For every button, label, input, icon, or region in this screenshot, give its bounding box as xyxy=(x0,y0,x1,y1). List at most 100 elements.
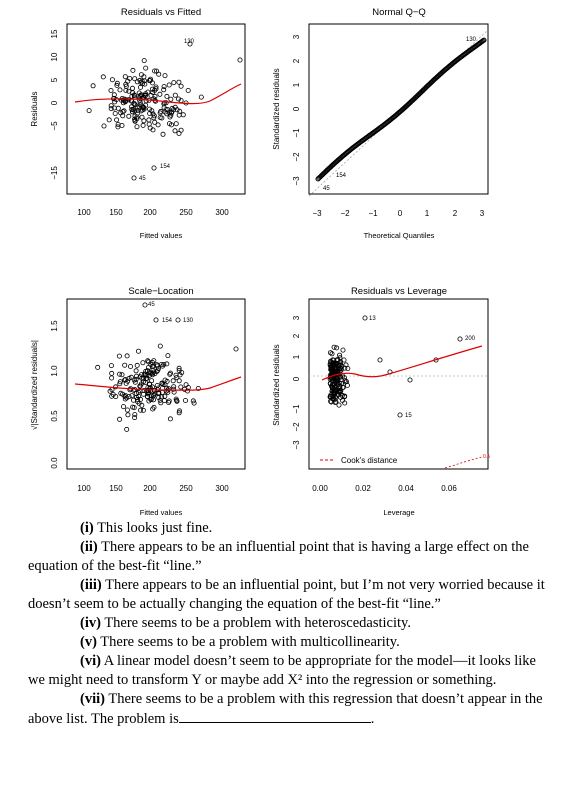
data-point xyxy=(95,364,101,370)
data-point xyxy=(183,382,189,388)
data-point xyxy=(336,402,342,408)
data-point xyxy=(331,344,337,350)
data-point xyxy=(173,396,179,402)
data-point xyxy=(132,108,138,114)
point-label: 45 xyxy=(323,186,330,192)
y-tick-label: −15 xyxy=(50,166,59,180)
data-point xyxy=(121,404,127,410)
data-point xyxy=(122,396,128,402)
data-point xyxy=(161,398,167,404)
answer-options: (i) This looks just fine. (ii) There app… xyxy=(28,519,548,729)
smoother-line xyxy=(74,83,242,105)
data-point xyxy=(152,68,158,74)
data-point xyxy=(127,387,133,393)
data-point xyxy=(153,317,159,323)
data-point xyxy=(106,117,112,123)
data-point xyxy=(397,412,403,418)
y-tick-label: 2 xyxy=(292,333,301,338)
data-point xyxy=(157,343,163,349)
option-number: (ii) xyxy=(80,539,98,555)
panel-residuals-vs-leverage: Residuals vs Leverage 0.00 0.02 0.04 0.0… xyxy=(272,286,490,517)
option-number: (iv) xyxy=(80,615,101,631)
data-point xyxy=(142,371,148,377)
data-point xyxy=(127,76,133,82)
data-point xyxy=(342,377,348,383)
data-point xyxy=(139,78,145,84)
data-point xyxy=(122,393,128,399)
x-tick-label: 2 xyxy=(453,209,458,218)
data-point xyxy=(138,102,144,108)
point-label: 200 xyxy=(465,336,476,342)
data-point xyxy=(124,407,130,413)
y-tick-label: 3 xyxy=(292,315,301,320)
x-axis-label: Leverage xyxy=(383,508,414,517)
point-label: 130 xyxy=(183,318,194,324)
data-point xyxy=(155,366,161,372)
data-point xyxy=(132,412,138,418)
y-tick-label: 0 xyxy=(50,100,59,105)
data-point xyxy=(156,71,162,77)
data-point xyxy=(122,362,128,368)
option-number: (iii) xyxy=(80,577,102,593)
point-label: 13 xyxy=(369,316,376,322)
point-cloud xyxy=(327,315,463,418)
option-number: (v) xyxy=(80,634,97,650)
x-tick-label: 300 xyxy=(215,208,229,217)
data-point xyxy=(143,98,149,104)
data-point xyxy=(131,93,137,99)
data-point xyxy=(166,386,172,392)
data-point xyxy=(132,116,138,122)
data-point xyxy=(157,91,163,97)
data-point xyxy=(114,82,120,88)
data-point xyxy=(176,79,182,85)
data-point xyxy=(158,400,164,406)
data-point xyxy=(135,108,141,114)
x-tick-label: 200 xyxy=(143,484,157,493)
data-point xyxy=(134,104,140,110)
data-point xyxy=(167,370,173,376)
data-point xyxy=(143,368,149,374)
x-tick-label: 0.00 xyxy=(312,484,328,493)
data-point xyxy=(329,368,335,374)
data-point xyxy=(138,72,144,78)
data-point xyxy=(122,377,128,383)
data-point xyxy=(167,114,173,120)
data-point xyxy=(334,391,340,397)
data-point xyxy=(157,397,163,403)
data-point xyxy=(166,121,172,127)
data-point xyxy=(142,302,148,308)
y-axis-label: Standardized residuals xyxy=(272,344,281,425)
data-point xyxy=(129,104,135,110)
data-point xyxy=(133,368,139,374)
y-tick-label: 0.0 xyxy=(50,457,59,469)
x-tick-label: 0.02 xyxy=(355,484,371,493)
data-point xyxy=(334,378,340,384)
data-point xyxy=(329,351,335,357)
data-point xyxy=(182,397,188,403)
option-number: (vii) xyxy=(80,691,105,707)
data-point xyxy=(117,379,123,385)
reference-line xyxy=(308,29,489,197)
y-tick-label: −2 xyxy=(292,422,301,432)
data-point xyxy=(177,108,183,114)
data-point xyxy=(121,108,127,114)
data-point xyxy=(168,96,174,102)
data-point xyxy=(109,370,115,376)
answer-blank[interactable] xyxy=(178,709,371,723)
data-point xyxy=(131,175,137,181)
data-point xyxy=(155,122,161,128)
data-point xyxy=(129,393,135,399)
data-point xyxy=(151,165,157,171)
data-point xyxy=(337,368,343,374)
data-point xyxy=(172,92,178,98)
data-point xyxy=(114,80,120,86)
data-point xyxy=(122,376,128,382)
data-point xyxy=(198,94,204,100)
data-point xyxy=(161,84,167,90)
data-point xyxy=(131,100,137,106)
data-point xyxy=(124,353,130,359)
data-point xyxy=(122,74,128,80)
data-point xyxy=(127,363,133,369)
data-point xyxy=(100,74,106,80)
data-point xyxy=(344,382,350,388)
